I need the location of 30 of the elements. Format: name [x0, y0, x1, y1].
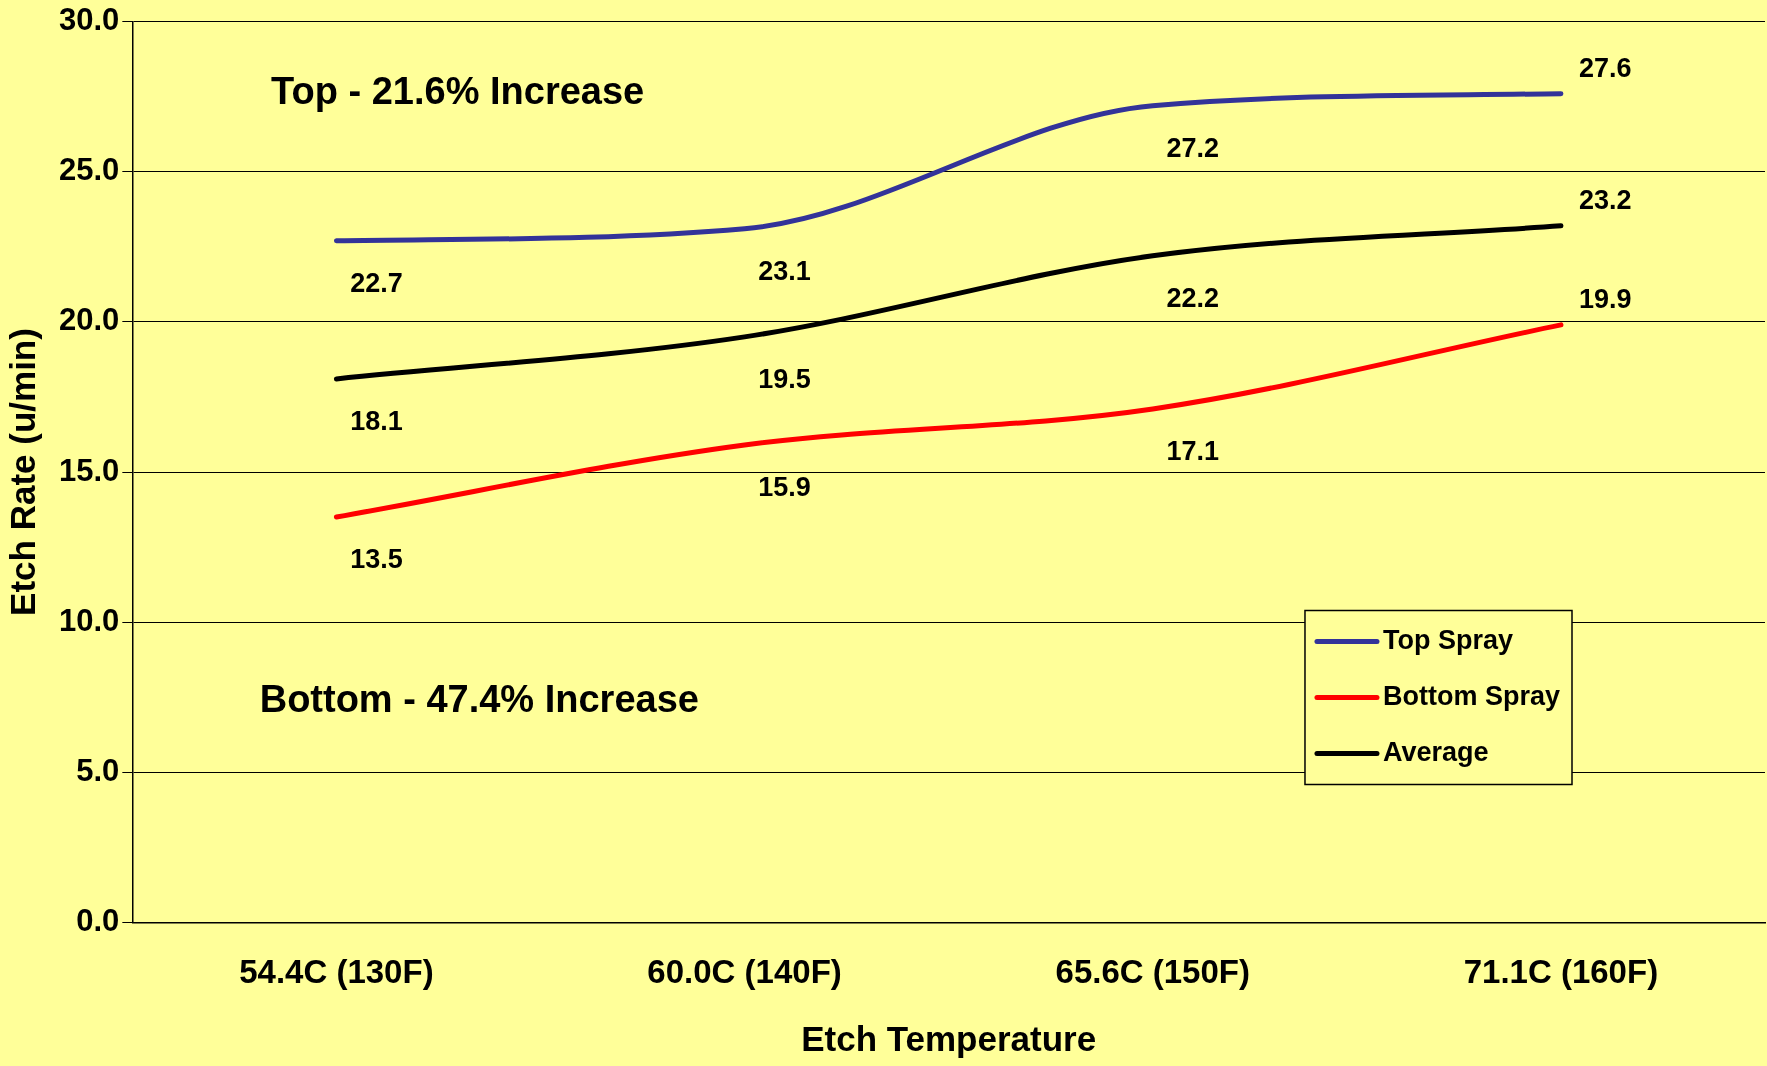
y-tick-label: 30.0	[58, 2, 120, 38]
data-label: 27.2	[1166, 132, 1220, 163]
data-label: 23.1	[758, 255, 811, 286]
data-label: 22.7	[350, 267, 403, 298]
data-label: 23.2	[1578, 185, 1632, 216]
data-label: 18.1	[350, 405, 403, 436]
x-axis-title: Etch Temperature	[801, 1018, 1097, 1058]
x-tick-label: 71.1C (160F)	[1463, 953, 1659, 991]
y-tick-label: 25.0	[58, 152, 120, 188]
data-label: 13.5	[350, 543, 403, 574]
y-tick-label: 0.0	[76, 902, 120, 938]
data-label: 19.9	[1578, 284, 1632, 315]
data-label: 22.2	[1166, 282, 1220, 313]
legend-label: Top Spray	[1382, 624, 1514, 655]
y-tick-label: 5.0	[76, 752, 120, 788]
legend-label: Average	[1382, 736, 1489, 767]
y-axis-title: Etch Rate (u/min)	[2, 328, 42, 616]
legend-label: Bottom Spray	[1382, 680, 1561, 711]
data-label: 19.5	[758, 363, 811, 394]
annotation: Top - 21.6% Increase	[271, 70, 645, 113]
annotation: Bottom - 47.4% Increase	[259, 678, 699, 721]
data-label: 27.6	[1578, 53, 1632, 84]
x-tick-label: 65.6C (150F)	[1055, 953, 1250, 991]
x-tick-label: 60.0C (140F)	[647, 953, 842, 991]
data-label: 17.1	[1166, 435, 1220, 466]
data-label: 15.9	[758, 471, 811, 502]
y-tick-label: 15.0	[58, 452, 120, 488]
y-tick-label: 20.0	[58, 302, 120, 338]
y-tick-label: 10.0	[58, 602, 120, 638]
x-tick-label: 54.4C (130F)	[239, 953, 434, 991]
